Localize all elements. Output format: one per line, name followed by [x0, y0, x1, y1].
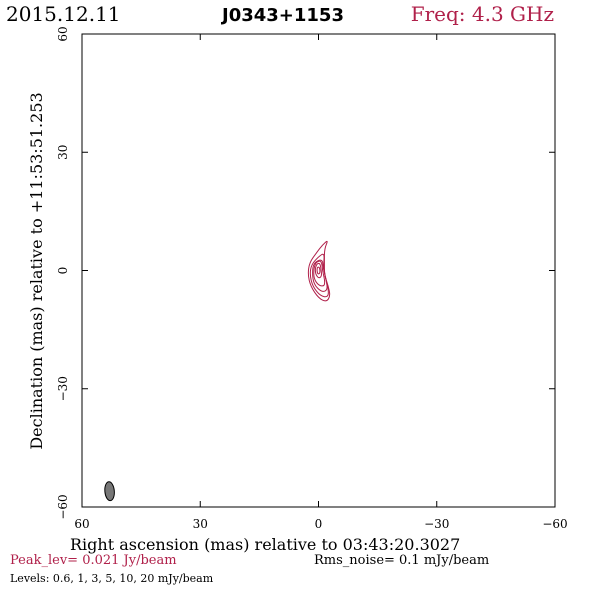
x-tick-label: −30	[424, 517, 449, 531]
y-axis-label: Declination (mas) relative to +11:53:51.…	[27, 92, 46, 449]
x-tick-label: −60	[542, 517, 567, 531]
contour-level-5	[316, 266, 321, 275]
beam-ellipse	[104, 481, 115, 502]
plot-frame	[81, 33, 556, 508]
y-tick-label: 0	[56, 267, 70, 275]
contour-level-2	[312, 259, 328, 292]
observation-date: 2015.12.11	[6, 2, 121, 26]
contour-level-3	[313, 260, 326, 287]
y-tick-label: 60	[56, 26, 70, 41]
contour-level-0	[307, 240, 331, 302]
x-tick-label: 0	[315, 517, 323, 531]
peak-level: Peak_lev= 0.021 Jy/beam	[10, 553, 177, 568]
axis-tick-labels: 60 30 0 −30 −60 60 30 0 −30 −60	[56, 26, 568, 531]
contour-level-4	[314, 262, 322, 279]
contour-group	[307, 240, 331, 302]
frequency-label: Freq: 4.3 GHz	[410, 2, 554, 26]
x-tick-label: 30	[193, 517, 208, 531]
contour-levels: Levels: 0.6, 1, 3, 5, 10, 20 mJy/beam	[10, 572, 214, 585]
rms-noise: Rms_noise= 0.1 mJy/beam	[314, 553, 490, 568]
y-tick-label: −60	[56, 494, 70, 519]
beam-group	[104, 481, 115, 502]
axis-ticks	[81, 33, 556, 508]
y-tick-label: 30	[56, 145, 70, 160]
source-name: J0343+1153	[222, 5, 344, 26]
x-tick-label: 60	[74, 517, 89, 531]
y-tick-label: −30	[56, 376, 70, 401]
x-axis-label: Right ascension (mas) relative to 03:43:…	[70, 535, 460, 554]
contour-level-1	[309, 253, 329, 298]
